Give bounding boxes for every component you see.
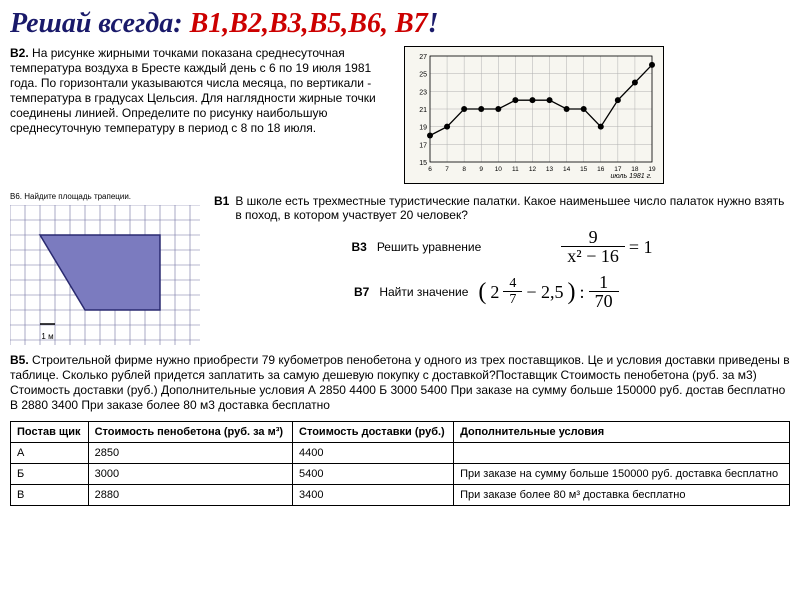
b3-num: 9 bbox=[561, 228, 625, 247]
table-header-row: Постав щикСтоимость пенобетона (руб. за … bbox=[11, 422, 790, 443]
table-cell: В bbox=[11, 485, 89, 506]
b7-mixed-num: 4 bbox=[503, 277, 522, 292]
b7-expression: ( 2 4 7 − 2,5 ) : 1 70 bbox=[478, 273, 618, 312]
b5-text: Строительной фирме нужно приобрести 79 к… bbox=[10, 353, 790, 412]
table-cell: 2850 bbox=[88, 443, 292, 464]
b7-rhs-den: 70 bbox=[589, 292, 619, 312]
title-bang: ! bbox=[428, 8, 439, 39]
svg-text:18: 18 bbox=[631, 166, 639, 173]
svg-text:7: 7 bbox=[445, 166, 449, 173]
table-body: А28504400Б30005400При заказе на сумму бо… bbox=[11, 443, 790, 506]
svg-text:12: 12 bbox=[529, 166, 537, 173]
b2-text: На рисунке жирными точками показана сред… bbox=[10, 46, 376, 135]
b7-div: : bbox=[580, 282, 585, 303]
svg-text:19: 19 bbox=[648, 166, 656, 173]
b3-den: x² − 16 bbox=[561, 247, 625, 267]
b3-block: B3 Решить уравнение 9 x² − 16 = 1 bbox=[214, 228, 790, 267]
b1-label: B1 bbox=[214, 194, 229, 208]
b2-block: B2. На рисунке жирными точками показана … bbox=[10, 46, 390, 184]
svg-text:14: 14 bbox=[563, 166, 571, 173]
table-cell bbox=[454, 443, 790, 464]
svg-text:17: 17 bbox=[614, 166, 622, 173]
svg-text:11: 11 bbox=[512, 166, 519, 173]
svg-text:25: 25 bbox=[419, 72, 427, 79]
b5-label: B5. bbox=[10, 353, 29, 367]
b7-block: B7 Найти значение ( 2 4 7 − 2,5 ) : 1 70 bbox=[214, 273, 790, 312]
b1-block: B1 В школе есть трехместные туристически… bbox=[214, 194, 790, 222]
table-row: Б30005400При заказе на сумму больше 1500… bbox=[11, 464, 790, 485]
table-cell: А bbox=[11, 443, 89, 464]
temperature-chart: 15171921232527678910111213141516171819ию… bbox=[404, 46, 664, 184]
b7-minus: − 2,5 bbox=[526, 282, 563, 303]
table-cell: При заказе на сумму больше 150000 руб. д… bbox=[454, 464, 790, 485]
svg-text:13: 13 bbox=[546, 166, 554, 173]
svg-text:июль 1981 г.: июль 1981 г. bbox=[611, 173, 653, 180]
right-mid: B1 В школе есть трехместные туристически… bbox=[214, 192, 790, 347]
page-title: Решай всегда: B1,B2,B3,B5,B6, B7! bbox=[10, 8, 790, 40]
svg-text:16: 16 bbox=[597, 166, 605, 173]
svg-text:6: 6 bbox=[428, 166, 432, 173]
svg-text:8: 8 bbox=[462, 166, 466, 173]
b7-prompt: Найти значение bbox=[379, 285, 468, 299]
table-cell: 4400 bbox=[293, 443, 454, 464]
b7-label: B7 bbox=[354, 285, 369, 299]
row-mid: В6. Найдите площадь трапеции. 1 м B1 В ш… bbox=[10, 192, 790, 347]
svg-text:27: 27 bbox=[419, 54, 427, 61]
svg-text:15: 15 bbox=[580, 166, 588, 173]
svg-text:19: 19 bbox=[419, 125, 427, 132]
table-cell: 3000 bbox=[88, 464, 292, 485]
svg-text:9: 9 bbox=[479, 166, 483, 173]
table-col-header: Стоимость пенобетона (руб. за м³) bbox=[88, 422, 292, 443]
title-part1: Решай всегда: bbox=[10, 8, 190, 39]
table-cell: 3400 bbox=[293, 485, 454, 506]
table-cell: 2880 bbox=[88, 485, 292, 506]
svg-text:21: 21 bbox=[419, 107, 427, 114]
b3-label: B3 bbox=[351, 240, 366, 254]
chart-svg: 15171921232527678910111213141516171819ию… bbox=[408, 50, 658, 180]
title-part2: B1,B2,B3,B5,B6, B7 bbox=[190, 8, 428, 39]
svg-text:23: 23 bbox=[419, 89, 427, 96]
b6-caption: В6. Найдите площадь трапеции. bbox=[10, 192, 200, 201]
table-cell: При заказе более 80 м³ доставка бесплатн… bbox=[454, 485, 790, 506]
svg-text:15: 15 bbox=[419, 160, 427, 167]
b7-rhs-num: 1 bbox=[589, 273, 619, 292]
table-col-header: Дополнительные условия bbox=[454, 422, 790, 443]
table-cell: Б bbox=[11, 464, 89, 485]
b7-mixed-den: 7 bbox=[503, 292, 522, 307]
b2-label: B2. bbox=[10, 46, 29, 60]
table-cell: 5400 bbox=[293, 464, 454, 485]
b5-block: B5. Строительной фирме нужно приобрести … bbox=[10, 353, 790, 413]
table-col-header: Постав щик bbox=[11, 422, 89, 443]
suppliers-table: Постав щикСтоимость пенобетона (руб. за … bbox=[10, 421, 790, 506]
table-head: Постав щикСтоимость пенобетона (руб. за … bbox=[11, 422, 790, 443]
b6-block: В6. Найдите площадь трапеции. 1 м bbox=[10, 192, 200, 347]
svg-text:17: 17 bbox=[419, 142, 427, 149]
svg-text:1 м: 1 м bbox=[41, 332, 53, 341]
row-top: B2. На рисунке жирными точками показана … bbox=[10, 46, 790, 184]
table-col-header: Стоимость доставки (руб.) bbox=[293, 422, 454, 443]
b3-prompt: Решить уравнение bbox=[377, 240, 481, 254]
svg-text:10: 10 bbox=[495, 166, 503, 173]
table-row: А28504400 bbox=[11, 443, 790, 464]
table-row: В28803400При заказе более 80 м³ доставка… bbox=[11, 485, 790, 506]
b7-mixed-int: 2 bbox=[490, 282, 499, 303]
b3-equation: 9 x² − 16 = 1 bbox=[561, 228, 652, 267]
b3-rhs: = 1 bbox=[629, 237, 653, 258]
trapezoid-figure: 1 м bbox=[10, 205, 200, 345]
b1-text: В школе есть трехместные туристические п… bbox=[235, 194, 790, 222]
